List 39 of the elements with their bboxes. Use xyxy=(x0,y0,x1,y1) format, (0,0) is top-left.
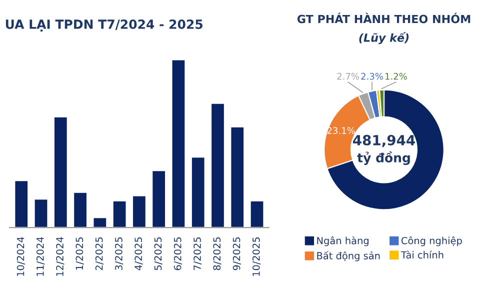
data-label: 2.3% xyxy=(361,72,383,80)
data-label: 1.2% xyxy=(386,72,407,80)
chart-subtitle: (Lũy kế) xyxy=(359,32,409,44)
x-tick-label: 2/2025 xyxy=(95,237,104,270)
chart-title: UA LẠI TPDN T7/2024 - 2025 xyxy=(6,20,202,32)
bar xyxy=(132,194,147,228)
bar xyxy=(33,198,49,228)
legend-label: Ngân hàng xyxy=(317,236,368,246)
bar xyxy=(230,126,245,228)
bar xyxy=(72,192,88,228)
x-tick-label: 6/2025 xyxy=(174,237,182,270)
legend-label: Công nghiệp xyxy=(401,236,462,246)
x-tick-label: 12/2024 xyxy=(56,237,64,276)
chart-title: GT PHÁT HÀNH THEO NHÓM xyxy=(297,12,470,24)
bar xyxy=(151,170,166,228)
x-tick-label: 8/2025 xyxy=(213,237,222,270)
donut-slice xyxy=(326,89,444,210)
legend-label: Tài chính xyxy=(400,250,444,259)
x-tick-label: 9/2025 xyxy=(232,237,241,270)
data-label: 2.7% xyxy=(337,72,360,80)
x-tick-label: 10/2024 xyxy=(16,237,25,276)
x-tick-label: 7/2025 xyxy=(194,237,202,270)
x-tick-label: 4/2025 xyxy=(134,237,143,270)
x-tick-label: 10/2025 xyxy=(252,237,261,276)
text: tỷ đồng xyxy=(357,151,410,165)
bar xyxy=(249,200,265,228)
x-tick-label: 11/2024 xyxy=(36,237,45,276)
bar xyxy=(53,116,68,228)
bar xyxy=(210,102,226,228)
legend-label: Bất động sản xyxy=(317,251,380,262)
bar xyxy=(190,156,206,228)
bar xyxy=(14,180,29,228)
x-tick-label: 3/2025 xyxy=(115,237,124,270)
bar xyxy=(92,216,108,228)
bar xyxy=(170,58,186,228)
bar xyxy=(112,200,128,228)
x-tick-label: 5/2025 xyxy=(154,237,162,270)
x-tick-label: 1/2025 xyxy=(76,237,84,270)
text: 481,944 xyxy=(352,134,415,148)
